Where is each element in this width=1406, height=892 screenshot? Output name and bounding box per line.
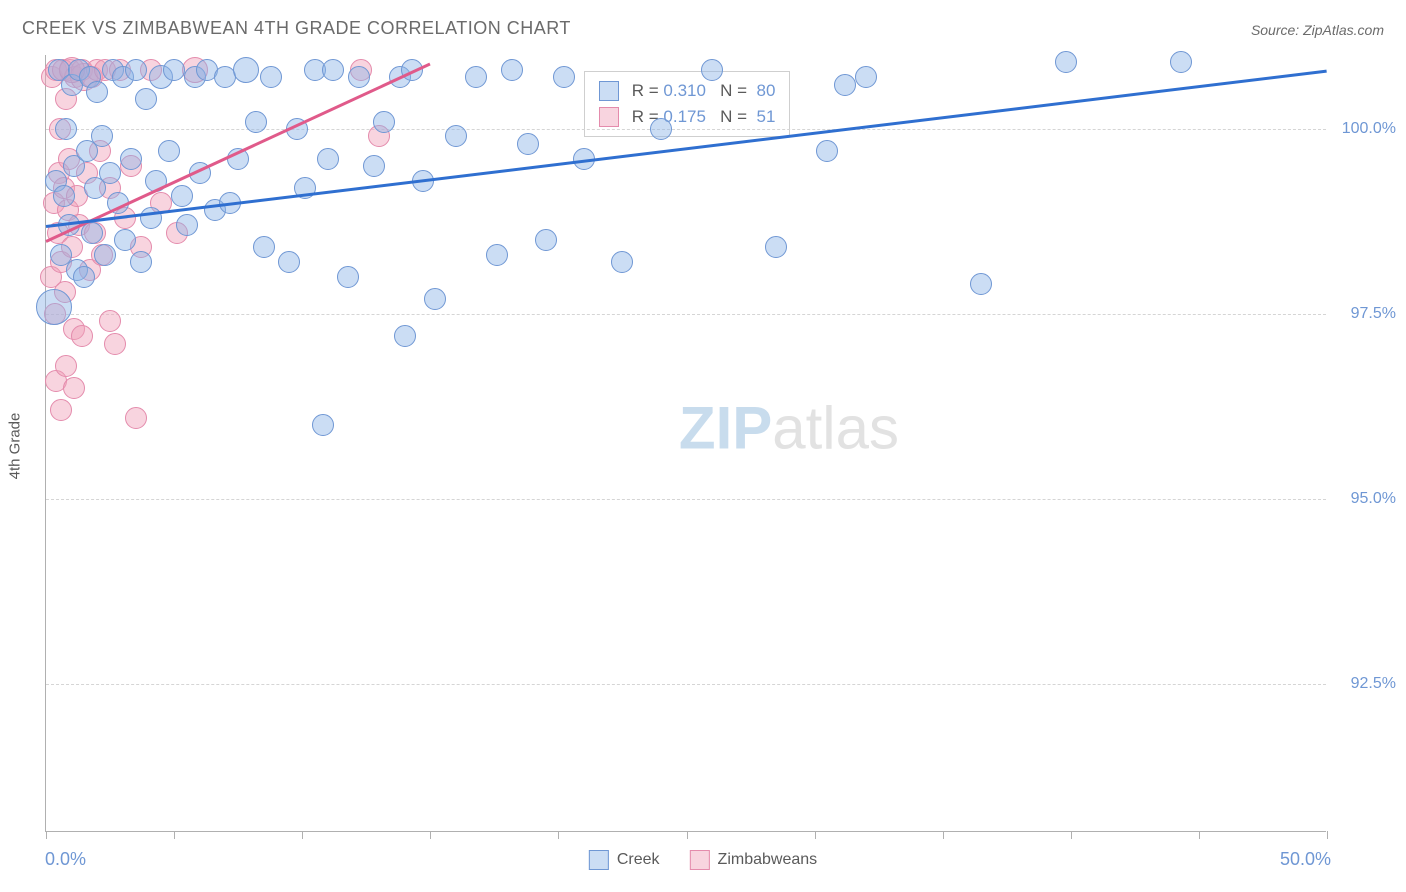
creek-point xyxy=(73,266,95,288)
series-legend-item: Creek xyxy=(589,850,660,870)
x-axis-max-label: 50.0% xyxy=(1280,849,1331,870)
stats-legend: R = 0.310 N = 80 R = 0.175 N = 51 xyxy=(584,71,790,137)
creek-point xyxy=(816,140,838,162)
x-axis-min-label: 0.0% xyxy=(45,849,86,870)
creek-point xyxy=(650,118,672,140)
creek-point xyxy=(535,229,557,251)
creek-point xyxy=(233,57,259,83)
creek-point xyxy=(834,74,856,96)
chart-title: CREEK VS ZIMBABWEAN 4TH GRADE CORRELATIO… xyxy=(22,18,571,39)
creek-point xyxy=(970,273,992,295)
creek-point xyxy=(363,155,385,177)
creek-point xyxy=(36,289,72,325)
creek-point xyxy=(140,207,162,229)
zimb-point xyxy=(71,325,93,347)
watermark: ZIPatlas xyxy=(679,393,899,462)
creek-point xyxy=(99,162,121,184)
creek-point xyxy=(86,81,108,103)
series-legend: Creek Zimbabweans xyxy=(589,850,817,870)
creek-point xyxy=(611,251,633,273)
creek-point xyxy=(445,125,467,147)
gridline xyxy=(46,314,1326,315)
creek-point xyxy=(158,140,180,162)
creek-point xyxy=(55,118,77,140)
creek-point xyxy=(465,66,487,88)
creek-point xyxy=(317,148,339,170)
creek-point xyxy=(1055,51,1077,73)
x-tick xyxy=(687,831,688,839)
creek-point xyxy=(765,236,787,258)
creek-point xyxy=(394,325,416,347)
x-tick xyxy=(174,831,175,839)
creek-point xyxy=(260,66,282,88)
creek-point xyxy=(114,229,136,251)
creek-point xyxy=(53,185,75,207)
zimb-point xyxy=(50,399,72,421)
zimb-point xyxy=(125,407,147,429)
creek-point xyxy=(171,185,193,207)
stats-legend-row: R = 0.310 N = 80 xyxy=(599,78,775,104)
x-tick xyxy=(943,831,944,839)
chart-container: CREEK VS ZIMBABWEAN 4TH GRADE CORRELATIO… xyxy=(0,0,1406,892)
series-legend-item: Zimbabweans xyxy=(690,850,818,870)
creek-point xyxy=(130,251,152,273)
creek-point xyxy=(373,111,395,133)
gridline xyxy=(46,129,1326,130)
creek-point xyxy=(424,288,446,310)
creek-point xyxy=(94,244,116,266)
legend-swatch xyxy=(589,850,609,870)
creek-point xyxy=(163,59,185,81)
x-tick xyxy=(815,831,816,839)
zimb-point xyxy=(99,310,121,332)
creek-point xyxy=(486,244,508,266)
source-label: Source: ZipAtlas.com xyxy=(1251,22,1384,38)
zimb-point xyxy=(55,355,77,377)
x-tick xyxy=(1199,831,1200,839)
creek-point xyxy=(278,251,300,273)
x-tick xyxy=(1071,831,1072,839)
x-tick xyxy=(558,831,559,839)
y-tick-label: 95.0% xyxy=(1336,490,1396,508)
creek-point xyxy=(701,59,723,81)
creek-point xyxy=(348,66,370,88)
creek-point xyxy=(553,66,575,88)
gridline xyxy=(46,499,1326,500)
creek-point xyxy=(322,59,344,81)
creek-point xyxy=(176,214,198,236)
creek-point xyxy=(312,414,334,436)
creek-point xyxy=(501,59,523,81)
creek-point xyxy=(120,148,142,170)
plot-area: ZIPatlas R = 0.310 N = 80 R = 0.175 N = … xyxy=(45,55,1326,832)
legend-swatch xyxy=(690,850,710,870)
y-tick-label: 97.5% xyxy=(1336,305,1396,323)
gridline xyxy=(46,684,1326,685)
x-tick xyxy=(46,831,47,839)
creek-point xyxy=(91,125,113,147)
zimb-point xyxy=(104,333,126,355)
y-axis-label: 4th Grade xyxy=(7,413,24,480)
creek-point xyxy=(253,236,275,258)
creek-point xyxy=(245,111,267,133)
y-tick-label: 92.5% xyxy=(1336,675,1396,693)
legend-swatch xyxy=(599,81,619,101)
creek-point xyxy=(125,59,147,81)
x-tick xyxy=(430,831,431,839)
x-tick xyxy=(1327,831,1328,839)
y-tick-label: 100.0% xyxy=(1336,120,1396,138)
legend-swatch xyxy=(599,107,619,127)
series-legend-label: Zimbabweans xyxy=(718,851,818,869)
creek-point xyxy=(855,66,877,88)
creek-point xyxy=(337,266,359,288)
series-legend-label: Creek xyxy=(617,851,660,869)
stats-legend-row: R = 0.175 N = 51 xyxy=(599,104,775,130)
x-tick xyxy=(302,831,303,839)
creek-point xyxy=(1170,51,1192,73)
creek-point xyxy=(517,133,539,155)
zimb-point xyxy=(63,377,85,399)
creek-point xyxy=(135,88,157,110)
